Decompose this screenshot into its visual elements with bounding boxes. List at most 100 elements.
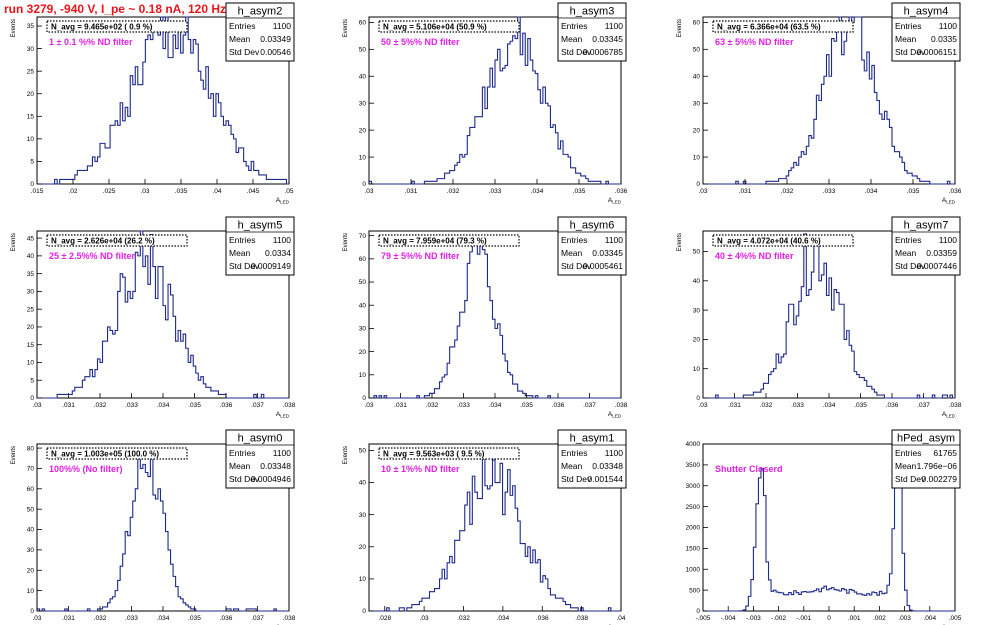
y-tick-label: 60: [359, 256, 367, 263]
stats-entries-label: Entries: [229, 235, 255, 245]
x-tick-label: .033: [457, 402, 470, 409]
y-tick-label: 0: [362, 608, 366, 615]
x-tick-label: .035: [573, 188, 586, 195]
x-tick-label: .037: [251, 615, 264, 622]
navg-label: N_avg = 9.465e+02 ( 0.9 %): [51, 23, 153, 32]
navg-box: [712, 234, 854, 247]
x-tick-label: .038: [949, 402, 962, 409]
y-tick-label: 10: [693, 154, 701, 161]
y-tick-label: 40: [693, 73, 701, 80]
x-tick-label: .045: [247, 188, 260, 195]
x-tick-label: .03: [364, 188, 373, 195]
x-tick-label: .032: [457, 615, 470, 622]
stats-mean-label: Mean: [561, 461, 583, 471]
x-tick-label: .036: [552, 402, 565, 409]
y-axis-label: Events: [677, 233, 683, 251]
x-tick-label: .033: [125, 615, 138, 622]
stats-mean-label: Mean: [229, 461, 251, 471]
x-tick-label: .031: [739, 188, 752, 195]
y-tick-label: 5: [30, 159, 34, 166]
x-tick-label: .04: [212, 188, 221, 195]
y-tick-label: 20: [27, 324, 35, 331]
x-tick-label: .033: [125, 402, 138, 409]
x-tick-label: .02: [68, 188, 77, 195]
stats-std-value: 0.0004946: [251, 474, 291, 484]
y-tick-label: 40: [27, 253, 35, 260]
histogram-line: [368, 16, 621, 185]
y-tick-label: 40: [27, 527, 35, 534]
y-tick-label: 40: [359, 302, 367, 309]
x-axis-label: ALED: [942, 411, 956, 419]
x-tick-label: .038: [575, 615, 588, 622]
y-tick-label: 25: [27, 306, 35, 313]
y-tick-label: 15: [27, 342, 35, 349]
stats-mean-label: Mean: [895, 461, 917, 471]
plot-frame: [368, 443, 622, 612]
x-tick-label: .034: [497, 615, 510, 622]
y-tick-label: 20: [359, 349, 367, 356]
stats-box: [557, 429, 627, 489]
stats-mean-value: 0.03349: [260, 34, 291, 44]
y-axis-label: Events: [343, 19, 349, 37]
x-tick-label: .025: [103, 188, 116, 195]
stats-entries-value: 1100: [605, 21, 624, 31]
y-tick-label: 80: [27, 445, 35, 452]
stats-mean-value: 0.03348: [260, 461, 291, 471]
histogram-title: h_asym7: [904, 220, 949, 232]
x-tick-label: .037: [251, 402, 264, 409]
x-tick-label: .035: [854, 402, 867, 409]
x-tick-label: .034: [157, 402, 170, 409]
y-axis-label: Events: [343, 446, 349, 464]
y-tick-label: 40: [693, 278, 701, 285]
stats-mean-value: 0.0335: [931, 34, 957, 44]
navg-label: N_avg = 4.072e+04 (40.6 %): [717, 237, 821, 246]
y-tick-label: 30: [359, 512, 367, 519]
x-tick-label: .03: [140, 188, 149, 195]
navg-label: N_avg = 5.106e+04 (50.9 %): [383, 23, 487, 32]
y-tick-label: 0: [362, 181, 366, 188]
y-tick-label: 50: [359, 448, 367, 455]
stats-entries-label: Entries: [229, 448, 255, 458]
x-tick-label: .033: [489, 188, 502, 195]
filter-annotation: 40 ± 4%% ND filter: [715, 251, 794, 261]
y-tick-label: 35: [27, 23, 35, 30]
x-tick-label: .035: [175, 188, 188, 195]
y-tick-label: 1000: [686, 566, 701, 573]
x-tick-label: .032: [760, 402, 773, 409]
x-tick-label: .036: [220, 615, 233, 622]
y-tick-label: 20: [27, 567, 35, 574]
x-tick-label: .05: [284, 188, 293, 195]
histogram-panel-h_asym1: .028.03.032.034.036.038.0401020304050ALE…: [343, 429, 627, 625]
x-axis-label: ALED: [608, 197, 622, 205]
filter-annotation: 10 ± 1%% ND filter: [381, 464, 460, 474]
stats-box: [891, 216, 961, 276]
stats-std-value: 0.001544: [588, 474, 624, 484]
x-tick-label: -.004: [721, 615, 736, 622]
histogram-title: h_asym5: [238, 220, 283, 232]
y-tick-label: 0: [30, 395, 34, 402]
navg-label: N_avg = 6.366e+04 (63.5 %): [717, 23, 821, 32]
stats-std-label: Std Dev: [895, 47, 926, 57]
stats-mean-value: 0.03345: [592, 248, 623, 258]
x-tick-label: .031: [62, 402, 75, 409]
x-tick-label: .038: [283, 615, 296, 622]
x-tick-label: -.001: [796, 615, 811, 622]
y-tick-label: 20: [359, 127, 367, 134]
stats-entries-label: Entries: [895, 235, 921, 245]
histogram-panel-h_asym5: .03 .031 .032 .033 .034 .035 .036 .037 .038 0 5 10 1…: [11, 216, 296, 419]
x-tick-label: .037: [583, 402, 596, 409]
stats-std-label: Std Dev: [895, 261, 926, 271]
filter-annotation: 50 ± 5%% ND filter: [381, 37, 460, 47]
stats-entries-value: 1100: [273, 448, 292, 458]
y-tick-label: 10: [27, 136, 35, 143]
y-tick-label: 50: [359, 47, 367, 54]
navg-box: [46, 447, 188, 460]
y-tick-label: 25: [27, 68, 35, 75]
stats-std-label: Std Dev: [895, 474, 926, 484]
x-tick-label: 0: [827, 615, 831, 622]
x-tick-label: .032: [94, 402, 107, 409]
stats-mean-label: Mean: [895, 34, 917, 44]
x-tick-label: .031: [728, 402, 741, 409]
y-tick-label: 3000: [686, 483, 701, 490]
histogram-panel-h_asym2: .015 .02 .025 .03 .035 .04 .045 .05 0 5 10 15 20 25 30…: [11, 2, 295, 205]
